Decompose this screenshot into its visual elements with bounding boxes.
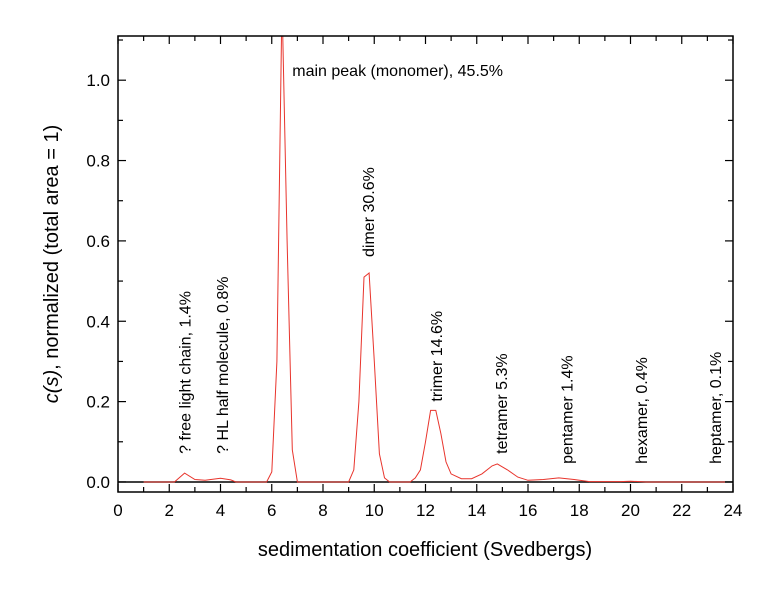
x-tick-label: 2 (165, 501, 174, 520)
x-tick-label: 0 (113, 501, 122, 520)
x-tick-label: 24 (724, 501, 743, 520)
x-tick-label: 4 (216, 501, 225, 520)
y-tick-label: 0.8 (86, 152, 110, 171)
y-tick-label: 0.4 (86, 312, 110, 331)
x-tick-label: 18 (570, 501, 589, 520)
y-tick-label: 0.0 (86, 473, 110, 492)
x-axis-label: sedimentation coefficient (Svedbergs) (258, 539, 592, 561)
x-tick-label: 20 (621, 501, 640, 520)
peak-annotation: hexamer, 0.4% (634, 357, 651, 464)
series-line (143, 36, 733, 483)
x-tick-label: 16 (519, 501, 538, 520)
x-tick-label: 14 (467, 501, 486, 520)
peak-annotation: ? HL half molecule, 0.8% (215, 277, 232, 454)
peak-annotation: dimer 30.6% (361, 167, 378, 257)
y-tick-label: 0.6 (86, 232, 110, 251)
peak-annotation: heptamer, 0.1% (708, 352, 725, 464)
peak-annotation: pentamer 1.4% (559, 355, 576, 464)
y-axis-label-rest: , normalized (total area = 1) (41, 125, 63, 370)
peak-annotation: main peak (monomer), 45.5% (292, 63, 503, 80)
x-tick-label: 10 (365, 501, 384, 520)
y-axis-label-italic: c(s) (41, 370, 63, 403)
y-axis-label: c(s), normalized (total area = 1) (41, 125, 63, 403)
x-tick-label: 22 (672, 501, 691, 520)
y-tick-label: 1.0 (86, 71, 110, 90)
x-tick-label: 8 (318, 501, 327, 520)
peak-annotation: trimer 14.6% (429, 311, 446, 402)
y-tick-label: 0.2 (86, 393, 110, 412)
x-tick-label: 6 (267, 501, 276, 520)
peak-annotation: tetramer 5.3% (494, 353, 511, 453)
peak-annotation: ? free light chain, 1.4% (178, 291, 195, 454)
x-tick-label: 12 (416, 501, 435, 520)
